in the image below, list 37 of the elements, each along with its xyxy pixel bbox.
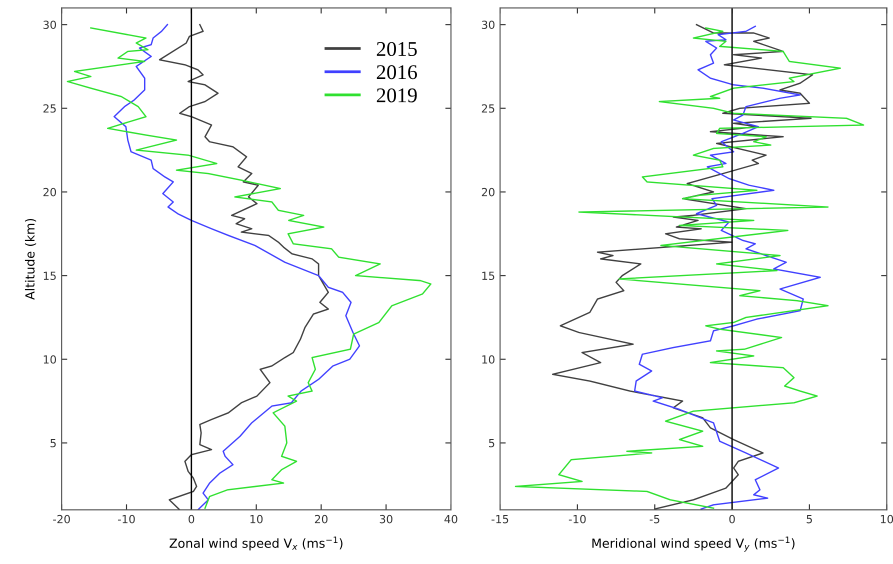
y-tick-label: 5 (489, 439, 494, 448)
line-series (66, 27, 432, 509)
y-tick-label: 30 (482, 20, 494, 30)
x-tick-label: -10 (568, 514, 586, 524)
x-tick-label: 20 (314, 514, 328, 524)
x-axis-title: Meridional wind speed V$_{y}$ (ms$^{−1}$) (592, 536, 794, 552)
y-tick-label: 25 (43, 104, 56, 113)
y-axis-title: Altitude (km) (24, 218, 36, 300)
line-series (158, 24, 330, 510)
x-tick-label: -5 (650, 515, 660, 524)
x-tick-label: -15 (492, 515, 508, 524)
y-tick-label: 10 (44, 355, 56, 364)
y-tick-label: 15 (482, 272, 494, 280)
x-tick-label: 0 (188, 514, 194, 524)
y-tick-label: 15 (44, 272, 56, 280)
x-tick-label: 10 (880, 514, 893, 524)
legend-label: 2015 (376, 42, 417, 56)
line-series (634, 26, 821, 510)
y-tick-label: 20 (482, 188, 494, 196)
x-tick-label: 30 (380, 514, 392, 524)
legend-label: 2016 (376, 65, 418, 80)
x-tick-label: 5 (806, 515, 812, 524)
x-tick-label: -20 (53, 514, 70, 524)
y-tick-label: 10 (482, 355, 494, 364)
x-tick-label: -10 (118, 514, 135, 524)
y-tick-label: 5 (50, 439, 56, 448)
line-series (514, 27, 864, 509)
legend-label: 2019 (376, 88, 417, 102)
x-axis-title: Zonal wind speed V$_{x}$ (ms$^{−1}$) (170, 536, 342, 550)
x-tick-label: 10 (250, 514, 263, 524)
line-series (552, 24, 814, 510)
line-series (113, 24, 360, 510)
x-tick-label: 0 (729, 514, 735, 524)
y-tick-label: 20 (43, 188, 56, 196)
y-tick-label: 25 (482, 104, 494, 113)
x-tick-label: 40 (444, 514, 458, 524)
y-tick-label: 30 (43, 20, 56, 30)
